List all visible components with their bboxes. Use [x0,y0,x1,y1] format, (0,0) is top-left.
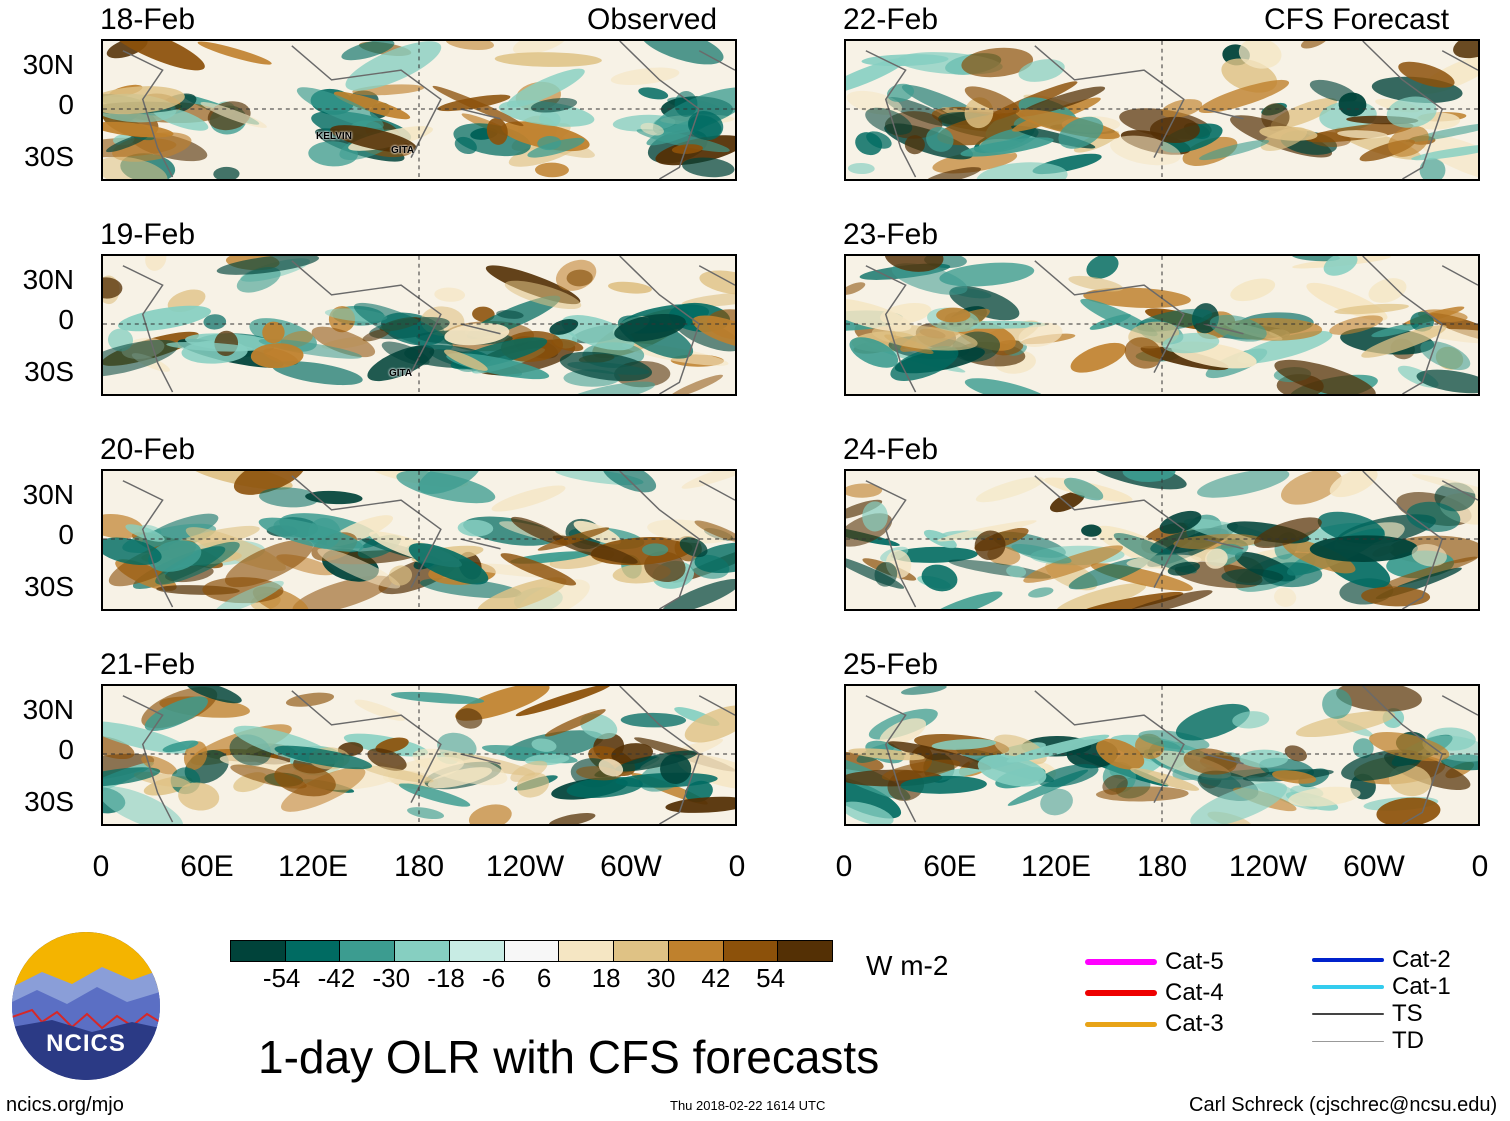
colorbar-swatch [449,941,505,961]
panel-date: 19-Feb [100,218,196,251]
ncics-logo: NCICS [12,932,160,1080]
y-axis-label: 30S [24,571,74,602]
credit: Carl Schreck (cjschrec@ncsu.edu) [1189,1094,1498,1116]
colorbar [230,940,833,962]
legend-label: Cat-5 [1165,948,1224,975]
observed-header: Observed [587,3,718,36]
colorbar-swatch [504,941,560,961]
colorbar-swatch [778,941,833,961]
olr-map-panel [844,254,1480,396]
olr-map-panel [844,469,1480,611]
x-axis-label: 60E [923,850,977,883]
colorbar-swatch [231,941,286,961]
legend-label: TD [1392,1027,1424,1054]
x-axis-label: 120W [1228,850,1308,883]
storm-label-gita: GITA [389,368,413,379]
colorbar-tick-label: 42 [701,963,731,993]
legend-swatch [1312,1040,1384,1042]
olr-map-panel [101,469,737,611]
y-axis-label: 30N [22,49,74,80]
x-axis-label: 180 [393,850,445,883]
olr-map-panel [101,254,737,396]
colorbar-tick-label: 30 [646,963,676,993]
panel-date: 25-Feb [843,648,939,681]
legend-label: Cat-2 [1392,946,1451,973]
y-axis-label: 30S [24,786,74,817]
y-axis-label: 30N [22,264,74,295]
legend-swatch [1085,1021,1157,1027]
storm-label-gita: GITA [391,145,415,156]
olr-map-panel [844,684,1480,826]
legend-label: Cat-4 [1165,979,1224,1006]
y-axis-label: 30N [22,694,74,725]
colorbar-tick-label: -6 [482,963,506,993]
panel-date: 20-Feb [100,433,196,466]
logo-text: NCICS [46,1030,126,1057]
panel-date: 21-Feb [100,648,196,681]
legend-swatch [1085,990,1157,996]
timestamp: Thu 2018-02-22 1614 UTC [670,1098,826,1113]
colorbar-tick-label: -30 [372,963,411,993]
y-axis-label: 0 [58,304,74,335]
x-axis-label: 0 [1471,850,1489,883]
colorbar-tick-label: -54 [262,963,301,993]
x-axis-label: 60E [180,850,234,883]
legend-swatch [1085,959,1157,965]
colorbar-swatch [285,941,341,961]
olr-map-panel [101,39,737,181]
x-axis-label: 0 [728,850,746,883]
colorbar-swatch [340,941,396,961]
colorbar-tick-label: -18 [427,963,465,993]
x-axis-label: 120E [277,850,349,883]
colorbar-swatch [668,941,724,961]
y-axis-label: 30S [24,356,74,387]
y-axis-label: 30N [22,479,74,510]
storm-label-kelvin: KELVIN [316,131,352,142]
panel-date: 24-Feb [843,433,939,466]
panel-date: 22-Feb [843,3,939,36]
colorbar-swatch [723,941,779,961]
legend-label: TS [1392,1000,1423,1027]
legend-label: Cat-3 [1165,1010,1224,1037]
legend-swatch [1312,958,1384,962]
colorbar-tick-label: 54 [756,963,786,993]
olr-map-panel [844,39,1480,181]
x-axis-label: 120E [1020,850,1092,883]
x-axis-label: 0 [92,850,110,883]
colorbar-tick-label: 6 [536,963,552,993]
figure-title: 1-day OLR with CFS forecasts [258,1031,880,1083]
colorbar-tick-label: 18 [591,963,621,993]
legend-swatch [1312,1013,1384,1015]
website-link[interactable]: ncics.org/mjo [6,1094,124,1116]
colorbar-swatch [559,941,615,961]
x-axis-label: 60W [600,850,662,883]
x-axis-label: 0 [835,850,853,883]
x-axis-label: 120W [485,850,565,883]
x-axis-label: 180 [1136,850,1188,883]
colorbar-swatch [395,941,450,961]
legend-swatch [1312,985,1384,989]
colorbar-units: W m-2 [866,950,949,981]
panel-date: 23-Feb [843,218,939,251]
legend-label: Cat-1 [1392,973,1451,1000]
y-axis-label: 0 [58,89,74,120]
y-axis-label: 30S [24,141,74,172]
x-axis-label: 60W [1343,850,1405,883]
cfs-forecast-header: CFS Forecast [1264,3,1450,36]
y-axis-label: 0 [58,734,74,765]
y-axis-label: 0 [58,519,74,550]
colorbar-tick-label: -42 [317,963,356,993]
panel-date: 18-Feb [100,3,196,36]
colorbar-swatch [614,941,669,961]
olr-map-panel [101,684,737,826]
